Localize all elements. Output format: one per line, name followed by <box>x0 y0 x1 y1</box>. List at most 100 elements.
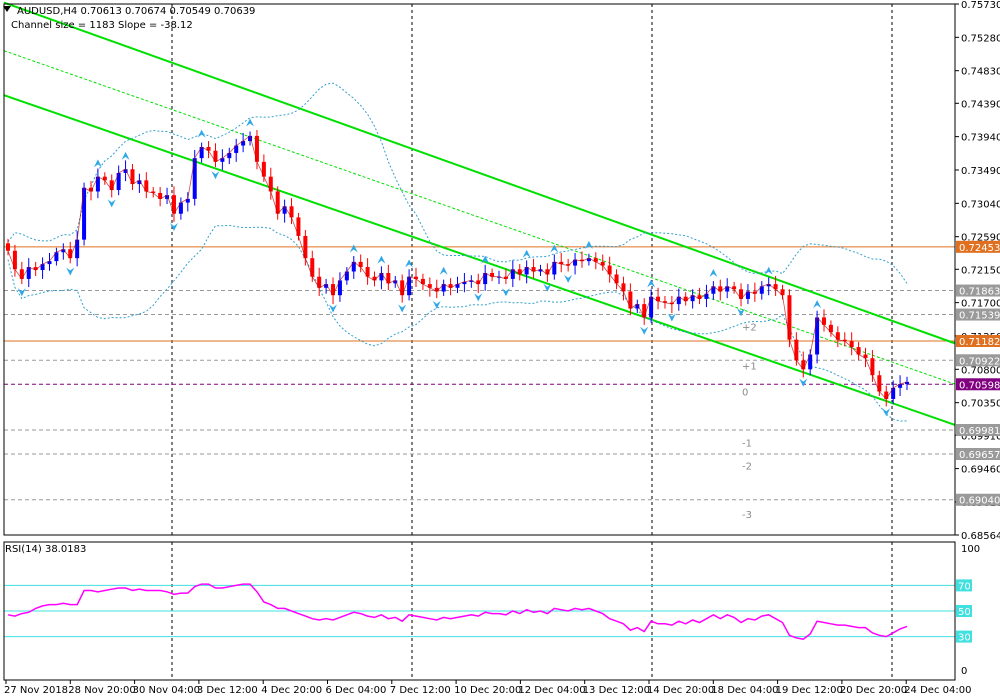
bear-candle <box>448 284 453 288</box>
price-tag-label: 0.70598 <box>959 380 1000 391</box>
bull-candle <box>649 296 654 318</box>
fractal-down-icon <box>211 171 220 180</box>
bear-candle <box>6 243 10 251</box>
bear-candle <box>884 391 889 399</box>
fractal-up-icon <box>647 279 656 288</box>
bear-candle <box>490 272 495 277</box>
bull-candle <box>351 261 356 272</box>
y-tick-label: 0.68564 <box>961 531 1000 542</box>
x-tick-label: 12 Dec 04:00 <box>518 685 585 696</box>
fractal-down-icon <box>329 304 338 313</box>
collapse-arrow-icon[interactable] <box>3 6 11 12</box>
bear-candle <box>88 187 93 192</box>
bear-candle <box>12 250 17 270</box>
price-tag-label: 0.69657 <box>959 450 1000 461</box>
bear-candle <box>842 339 847 342</box>
bear-candle <box>752 291 757 294</box>
fractal-up-icon <box>522 249 531 258</box>
bear-candle <box>19 269 24 279</box>
fractal-up-icon <box>550 244 559 253</box>
bear-candle <box>130 169 135 185</box>
bear-candle <box>593 258 598 262</box>
bear-candle <box>773 284 778 290</box>
y-tick-label: 0.75280 <box>961 33 1000 44</box>
bull-candle <box>759 286 764 294</box>
fractal-down-icon <box>66 267 75 276</box>
rsi-level-tag-label: 50 <box>958 607 971 618</box>
y-tick-label: 0.73490 <box>961 166 1000 177</box>
bear-candle <box>697 295 702 299</box>
fractal-down-icon <box>501 288 510 297</box>
bull-candle <box>248 135 253 142</box>
bull-candle <box>510 269 515 279</box>
channel-level-mark: -1 <box>742 439 752 450</box>
price-tag <box>956 335 1000 348</box>
bear-candle <box>863 354 868 359</box>
bull-candle <box>635 304 640 309</box>
rsi-level-tag-label: 70 <box>958 581 971 592</box>
bull-candle <box>95 176 100 192</box>
bear-candle <box>856 347 861 355</box>
bull-candle <box>524 267 529 275</box>
bear-candle <box>144 180 149 192</box>
rsi-scale-label: 100 <box>961 544 980 555</box>
channel-info: Channel size = 1183 Slope = -38.12 <box>11 20 193 31</box>
bull-candle <box>483 272 488 285</box>
price-tag-label: 0.69981 <box>959 426 1000 437</box>
x-tick-label: 10 Dec 20:00 <box>454 685 521 696</box>
bull-candle <box>690 295 695 302</box>
x-tick-label: 19 Dec 12:00 <box>776 685 843 696</box>
bear-candle <box>400 280 405 296</box>
bear-candle <box>718 286 723 292</box>
bull-candle <box>26 267 31 279</box>
rsi-scale-label: 0 <box>961 666 967 677</box>
bull-candle <box>241 141 246 146</box>
channel-level-mark: +2 <box>742 322 757 333</box>
price-tag <box>956 424 1000 437</box>
x-tick-label: 18 Dec 04:00 <box>711 685 778 696</box>
price-tag <box>956 240 1000 253</box>
price-panel[interactable]: +2 +1 0 -1 -2 -3 <box>3 1 956 535</box>
bear-candle <box>372 276 377 281</box>
bull-candle <box>185 198 190 203</box>
bear-candle <box>310 258 315 277</box>
bull-candle <box>808 354 813 370</box>
bull-candle <box>552 261 557 275</box>
bear-candle <box>732 286 737 290</box>
bull-candle <box>165 195 170 199</box>
rsi-line <box>7 583 908 640</box>
bull-candle <box>711 286 716 294</box>
rsi-panel[interactable] <box>4 542 955 680</box>
fractal-up-icon <box>377 255 386 264</box>
bull-candle <box>573 259 578 266</box>
bear-candle <box>206 147 211 151</box>
bear-candle <box>828 324 833 333</box>
price-tag <box>956 493 1000 506</box>
bull-candle <box>815 317 820 355</box>
bull-candle <box>441 284 446 292</box>
bull-candle <box>324 284 329 288</box>
bear-candle <box>787 295 792 340</box>
x-tick-label: 14 Dec 20:00 <box>647 685 714 696</box>
price-tag-label: 0.72453 <box>959 243 1000 254</box>
fractal-down-icon <box>882 408 891 417</box>
bear-candle <box>849 341 854 348</box>
fractal-up-icon <box>93 159 102 168</box>
bull-candle <box>234 145 239 153</box>
bull-candle <box>82 187 87 240</box>
bull-candle <box>178 202 183 214</box>
bear-candle <box>254 135 259 162</box>
bear-candle <box>386 272 391 284</box>
bull-candle <box>123 169 128 173</box>
fractal-up-icon <box>405 259 414 268</box>
x-tick-label: 7 Dec 12:00 <box>390 685 451 696</box>
axes: 0.75730 0.75280 0.74830 0.74390 0.73940 0.734… <box>3 0 1000 696</box>
price-tag <box>956 284 1000 297</box>
bull-candle <box>40 264 45 271</box>
bull-candle <box>898 384 903 388</box>
bull-candle <box>704 293 709 299</box>
x-tick-label: 30 Nov 04:00 <box>133 685 200 696</box>
bull-candle <box>905 381 909 385</box>
fractal-down-icon <box>667 313 676 322</box>
